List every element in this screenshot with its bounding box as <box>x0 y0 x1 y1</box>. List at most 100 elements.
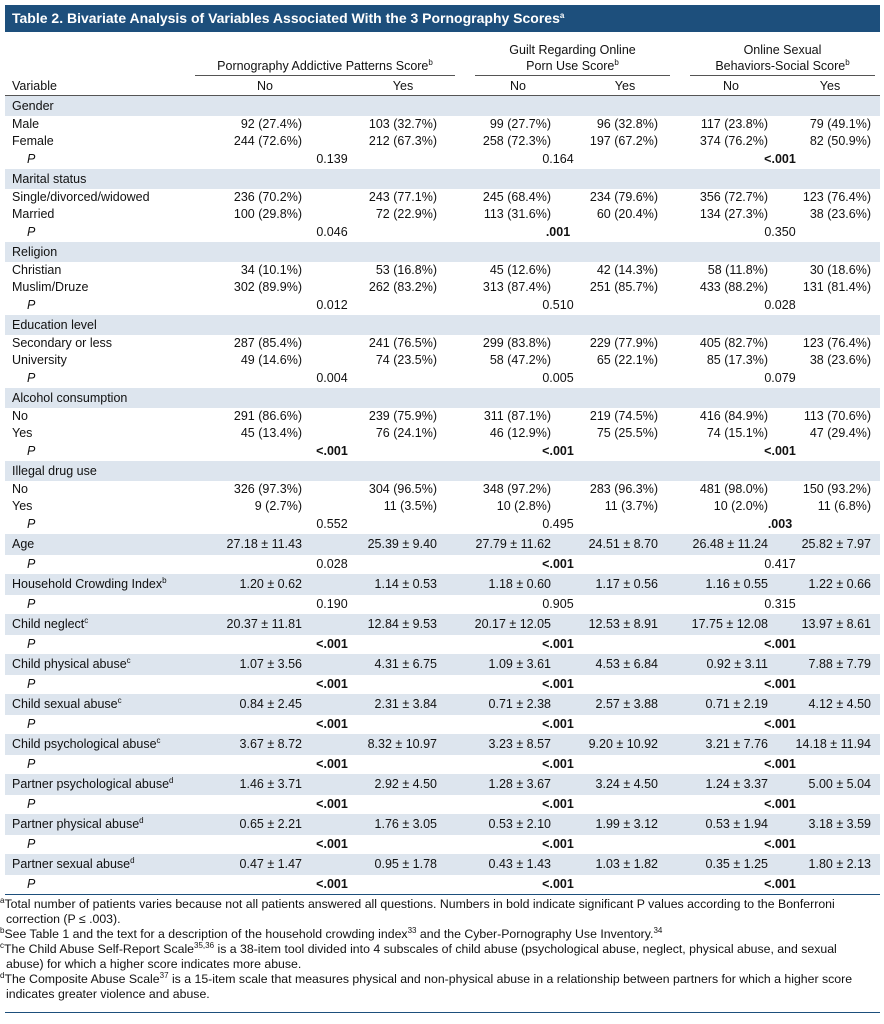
cell-value: 11 (3.5%) <box>383 499 437 513</box>
row-label-mark: d <box>139 816 144 825</box>
cell-value: 26.48 ± 11.24 <box>692 537 768 551</box>
p-value: <.001 <box>542 557 574 571</box>
column-header: Yes <box>614 79 636 93</box>
row-label-text: Household Crowding Index <box>12 577 163 591</box>
cell-value: 82 (50.9%) <box>809 134 871 148</box>
cell-value: 291 (86.6%) <box>233 409 302 423</box>
cell-value: 92 (27.4%) <box>240 117 302 131</box>
cell-value: 3.21 ± 7.76 <box>705 737 768 751</box>
row-label: Child psychological abusec <box>12 734 161 755</box>
shaded-row <box>5 242 880 262</box>
p-value: <.001 <box>764 797 796 811</box>
cell-value: 287 (85.4%) <box>233 336 302 350</box>
p-value: <.001 <box>764 877 796 891</box>
p-value: 0.315 <box>764 597 796 611</box>
p-value: 0.905 <box>542 597 574 611</box>
row-label: Partner psychological abused <box>12 774 174 795</box>
group-header-text: Porn Use Score <box>526 59 615 73</box>
footnote: bSee Table 1 and the text for a descript… <box>0 927 864 942</box>
row-label: Male <box>12 117 40 131</box>
cell-value: 244 (72.6%) <box>233 134 302 148</box>
cell-value: 1.46 ± 3.71 <box>239 777 302 791</box>
group-header-text: Guilt Regarding Online <box>509 43 636 57</box>
p-value: 0.005 <box>542 371 574 385</box>
group-underline <box>195 75 455 76</box>
footnote-text: Total number of patients varies because … <box>4 897 835 926</box>
cell-value: 3.24 ± 4.50 <box>595 777 658 791</box>
cell-value: 1.80 ± 2.13 <box>808 857 871 871</box>
shaded-row <box>5 574 880 595</box>
p-value: 0.139 <box>316 152 348 166</box>
row-label: Married <box>12 207 55 221</box>
cell-value: 9 (2.7%) <box>254 499 302 513</box>
p-value: <.001 <box>542 757 574 771</box>
row-label-mark: c <box>84 616 89 625</box>
footnote-mark: b <box>0 926 5 935</box>
column-header: No <box>510 79 526 93</box>
p-label: P <box>27 298 36 312</box>
cell-value: 24.51 ± 8.70 <box>588 537 658 551</box>
cell-value: 1.16 ± 0.55 <box>705 577 768 591</box>
p-value: 0.417 <box>764 557 796 571</box>
cell-value: 46 (12.9%) <box>489 426 551 440</box>
cell-value: 72 (22.9%) <box>375 207 437 221</box>
row-label-text: Partner sexual abuse <box>12 857 131 871</box>
shaded-row <box>5 854 880 875</box>
cell-value: 348 (97.2%) <box>482 482 551 496</box>
shaded-row <box>5 96 880 116</box>
cell-value: 283 (96.3%) <box>589 482 658 496</box>
p-value: <.001 <box>316 637 348 651</box>
cell-value: 1.14 ± 0.53 <box>374 577 437 591</box>
group-header-text: Behaviors-Social Score <box>715 59 846 73</box>
section-label: Marital status <box>12 172 87 186</box>
shaded-row <box>5 774 880 795</box>
column-header: Yes <box>392 79 414 93</box>
footnotes: aTotal number of patients varies because… <box>0 897 884 1002</box>
cell-value: 239 (75.9%) <box>368 409 437 423</box>
cell-value: 10 (2.0%) <box>713 499 768 513</box>
shaded-row <box>5 461 880 481</box>
row-label: Secondary or less <box>12 336 113 350</box>
cell-value: 113 (31.6%) <box>483 207 551 221</box>
cell-value: 1.28 ± 3.67 <box>488 777 551 791</box>
p-value: <.001 <box>542 837 574 851</box>
cell-value: 243 (77.1%) <box>368 190 437 204</box>
cell-value: 234 (79.6%) <box>589 190 658 204</box>
group-header: Guilt Regarding Online <box>475 42 670 58</box>
cell-value: 1.18 ± 0.60 <box>488 577 551 591</box>
row-label: Female <box>12 134 54 148</box>
p-value: <.001 <box>316 797 348 811</box>
p-value: <.001 <box>764 637 796 651</box>
p-value: <.001 <box>316 757 348 771</box>
row-label: Single/divorced/widowed <box>12 190 150 204</box>
cell-value: 12.84 ± 9.53 <box>367 617 437 631</box>
row-label-text: Child sexual abuse <box>12 697 118 711</box>
p-value: 0.046 <box>316 225 348 239</box>
cell-value: 1.07 ± 3.56 <box>239 657 302 671</box>
p-label: P <box>27 557 36 571</box>
cell-value: 245 (68.4%) <box>482 190 551 204</box>
footnote-text: The Composite Abuse Scale <box>4 972 160 986</box>
cell-value: 7.88 ± 7.79 <box>808 657 871 671</box>
footnote: aTotal number of patients varies because… <box>0 897 864 927</box>
cell-value: 302 (89.9%) <box>233 280 302 294</box>
row-label: Household Crowding Indexb <box>12 574 167 595</box>
p-value: 0.510 <box>542 298 574 312</box>
cell-value: 229 (77.9%) <box>589 336 658 350</box>
p-value: <.001 <box>764 677 796 691</box>
cell-value: 17.75 ± 12.08 <box>691 617 768 631</box>
cell-value: 25.39 ± 9.40 <box>367 537 437 551</box>
cell-value: 117 (23.8%) <box>700 117 768 131</box>
group-header: Online Sexual <box>690 42 875 58</box>
cell-value: 131 (81.4%) <box>802 280 871 294</box>
cell-value: 0.84 ± 2.45 <box>239 697 302 711</box>
cell-value: 79 (49.1%) <box>809 117 871 131</box>
cell-value: 356 (72.7%) <box>699 190 768 204</box>
p-value: <.001 <box>764 757 796 771</box>
cell-value: 481 (98.0%) <box>699 482 768 496</box>
row-label-text: Age <box>12 537 35 551</box>
footnote: dThe Composite Abuse Scale37 is a 15-ite… <box>0 972 864 1002</box>
p-value: <.001 <box>542 444 574 458</box>
group-underline <box>690 75 875 76</box>
